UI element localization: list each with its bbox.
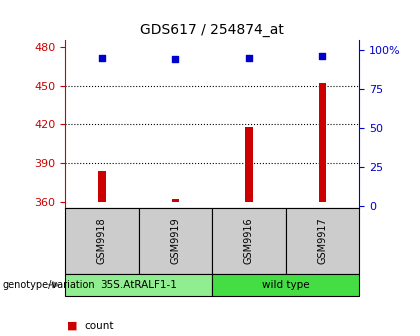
- Text: count: count: [84, 321, 113, 331]
- Title: GDS617 / 254874_at: GDS617 / 254874_at: [140, 23, 284, 37]
- Point: [245, 55, 252, 60]
- Bar: [139, 208, 212, 274]
- Text: wild type: wild type: [262, 280, 310, 290]
- Text: GSM9919: GSM9919: [171, 218, 180, 264]
- Bar: [212, 274, 359, 296]
- Text: GSM9918: GSM9918: [97, 218, 107, 264]
- Bar: [319, 83, 326, 202]
- Bar: [98, 171, 105, 202]
- Point: [319, 53, 326, 59]
- Point: [172, 56, 179, 62]
- Text: GSM9916: GSM9916: [244, 218, 254, 264]
- Bar: [245, 127, 252, 202]
- Text: ■: ■: [67, 321, 78, 331]
- Bar: [65, 208, 139, 274]
- Point: [98, 55, 105, 60]
- Bar: [65, 274, 212, 296]
- Text: genotype/variation: genotype/variation: [2, 280, 95, 290]
- Bar: [286, 208, 359, 274]
- Bar: [172, 199, 179, 202]
- Text: 35S.AtRALF1-1: 35S.AtRALF1-1: [100, 280, 177, 290]
- Bar: [212, 208, 286, 274]
- Text: GSM9917: GSM9917: [318, 218, 327, 264]
